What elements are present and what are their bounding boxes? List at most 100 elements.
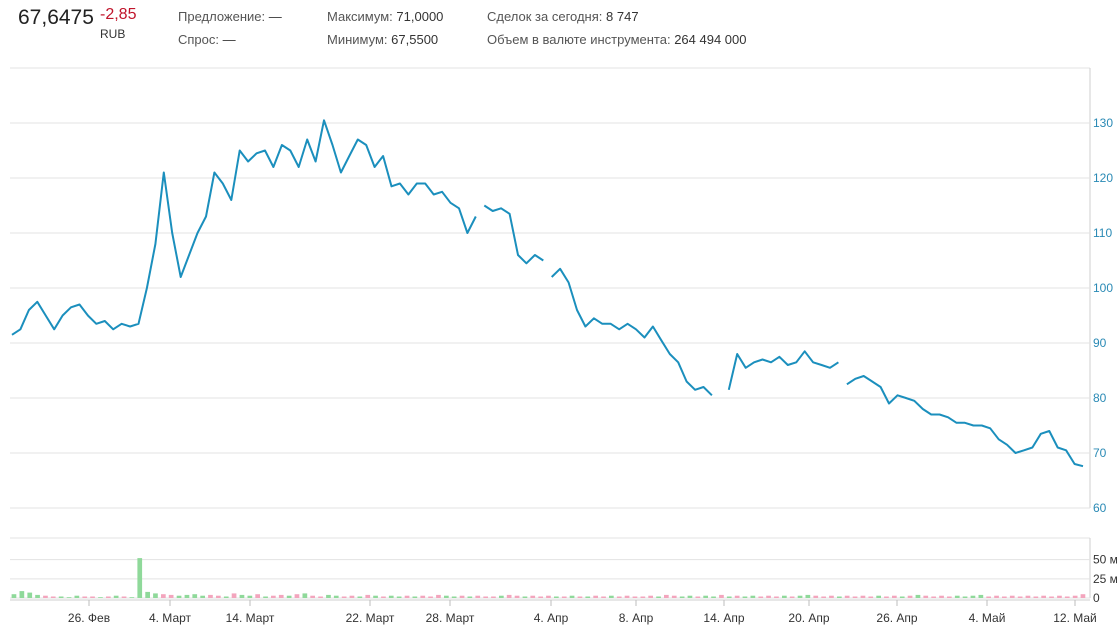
- volume-bar: [216, 595, 221, 598]
- volume-bar: [388, 595, 394, 598]
- volume-bar: [98, 597, 103, 598]
- volume-bar: [939, 595, 944, 598]
- min-stat: Минимум: 67,5500: [327, 32, 438, 47]
- volume-bar: [994, 595, 999, 598]
- volume-bar: [1025, 595, 1031, 598]
- volume-bar: [648, 595, 653, 598]
- volume-bar: [1033, 596, 1039, 598]
- volume-bar: [161, 594, 166, 598]
- volume-bar: [522, 596, 528, 598]
- volume-bar: [962, 596, 968, 598]
- volume-bar: [986, 596, 991, 598]
- volume-bar: [640, 596, 646, 598]
- x-tick-label: 8. Апр: [619, 611, 654, 625]
- volume-bar: [137, 558, 143, 598]
- volume-bar: [561, 596, 567, 598]
- volume-bar: [404, 595, 410, 598]
- x-tick-label: 14. Март: [226, 611, 275, 625]
- volume-bar: [113, 595, 119, 598]
- volume-bar: [813, 595, 819, 598]
- bid-label: Спрос:: [178, 32, 219, 47]
- min-label: Минимум:: [327, 32, 388, 47]
- volume-bar: [168, 594, 174, 598]
- volume-bar: [176, 595, 182, 598]
- volume-bar: [766, 595, 771, 598]
- max-value: 71,0000: [396, 9, 444, 24]
- x-tick-label: 20. Апр: [788, 611, 830, 625]
- volume-bar: [695, 596, 701, 598]
- volume-bar: [239, 594, 245, 598]
- volume-bar: [35, 594, 40, 598]
- price-series-line: [11, 119, 1084, 468]
- volume-bar: [373, 595, 378, 598]
- volume-bar: [19, 591, 25, 598]
- volume-bar: [1080, 594, 1086, 598]
- y-tick-label: 90: [1093, 336, 1107, 350]
- volume-bar: [223, 596, 229, 598]
- y-tick-label: 110: [1093, 226, 1112, 240]
- volume-label: Объем в валюте инструмента:: [487, 32, 671, 47]
- volume-bar: [106, 596, 111, 598]
- volume-bar: [1017, 596, 1023, 598]
- offer-stat: Предложение: —: [178, 9, 282, 24]
- volume-bar: [1072, 595, 1078, 598]
- deals-stat: Сделок за сегодня: 8 747: [487, 9, 639, 24]
- volume-bar: [451, 596, 457, 598]
- volume-bar: [844, 595, 850, 598]
- volume-bar: [396, 596, 402, 598]
- volume-bar: [412, 596, 418, 598]
- max-label: Максимум:: [327, 9, 393, 24]
- volume-bar: [491, 596, 496, 598]
- y-tick-label: 120: [1093, 171, 1113, 185]
- volume-bar: [884, 596, 889, 598]
- volume-bar: [931, 596, 936, 598]
- volume-bar: [200, 595, 205, 598]
- volume-bar: [255, 594, 260, 598]
- volume-bar: [74, 595, 80, 598]
- price-change: -2,85: [100, 6, 137, 23]
- volume-bar: [687, 595, 693, 598]
- volume-bar: [632, 596, 638, 598]
- volume-bar: [970, 595, 976, 598]
- volume-bar: [774, 596, 779, 598]
- volume-bar: [475, 595, 481, 598]
- y-tick-label: 130: [1093, 116, 1113, 130]
- volume-bar: [444, 595, 449, 598]
- volume-bar: [734, 595, 740, 598]
- x-tick-label: 26. Апр: [876, 611, 918, 625]
- offer-value: —: [268, 9, 282, 24]
- volume-bar: [703, 595, 708, 598]
- volume-bar: [1041, 595, 1046, 598]
- x-tick-label: 14. Апр: [703, 611, 745, 625]
- volume-bar: [271, 595, 276, 598]
- volume-bar: [569, 595, 575, 598]
- x-tick-label: 4. Апр: [534, 611, 569, 625]
- volume-bar: [1002, 596, 1007, 598]
- volume-bar: [90, 596, 95, 598]
- volume-bar: [278, 594, 284, 598]
- volume-bar: [1009, 595, 1015, 598]
- volume-bar: [365, 594, 371, 598]
- deals-value: 8 747: [606, 9, 639, 24]
- volume-bar: [609, 595, 614, 598]
- volume-bar: [483, 596, 488, 598]
- deals-label: Сделок за сегодня:: [487, 9, 603, 24]
- volume-bar: [805, 594, 811, 598]
- x-tick-label: 12. Май: [1053, 611, 1097, 625]
- offer-label: Предложение:: [178, 9, 266, 24]
- volume-bar: [868, 596, 874, 598]
- volume-bar: [499, 595, 504, 598]
- volume-bar: [616, 596, 622, 598]
- volume-bar: [428, 596, 433, 598]
- volume-bar: [782, 595, 787, 598]
- volume-bar: [247, 595, 253, 598]
- volume-bar: [121, 596, 127, 598]
- volume-bar: [11, 594, 17, 598]
- volume-bar: [129, 597, 135, 598]
- volume-bar: [349, 595, 355, 598]
- x-tick-label: 22. Март: [346, 611, 395, 625]
- volume-bar: [333, 595, 339, 598]
- volume-bar: [860, 595, 866, 598]
- volume-bar: [907, 595, 913, 598]
